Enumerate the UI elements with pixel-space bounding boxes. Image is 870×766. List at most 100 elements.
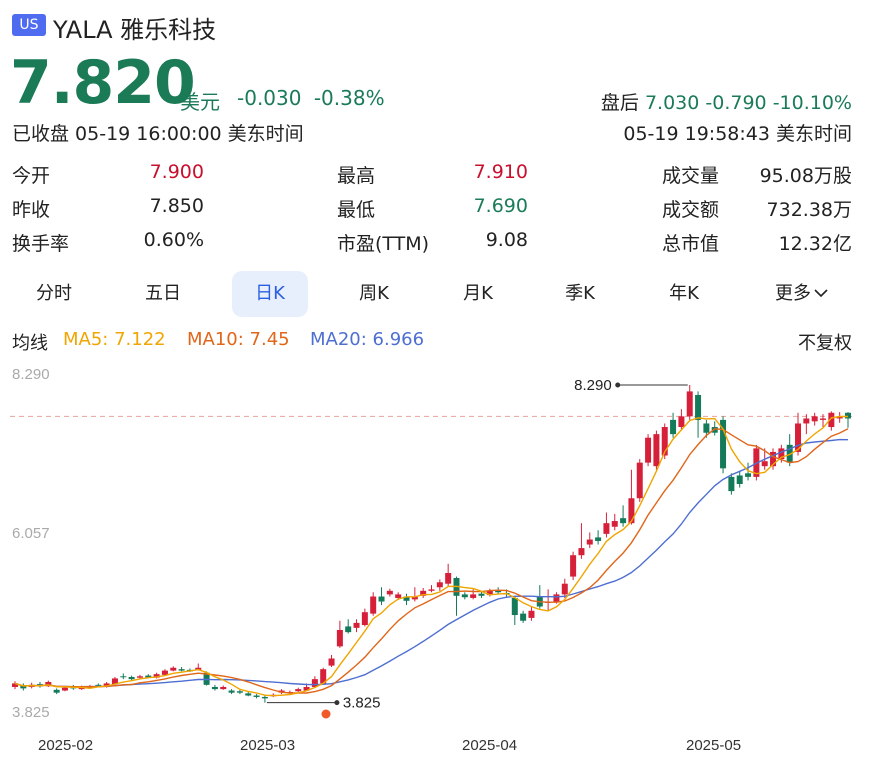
- candle-up[interactable]: [328, 658, 335, 666]
- candle-down[interactable]: [95, 684, 102, 686]
- candle-up[interactable]: [320, 669, 327, 684]
- candle-up[interactable]: [811, 416, 818, 422]
- candle-up[interactable]: [820, 418, 827, 420]
- candle-up[interactable]: [603, 523, 610, 534]
- candle-up[interactable]: [645, 437, 652, 463]
- candle-up[interactable]: [170, 667, 177, 671]
- candle-down[interactable]: [845, 412, 851, 419]
- candle-down[interactable]: [620, 518, 627, 524]
- candle-down[interactable]: [695, 394, 702, 420]
- candle-up[interactable]: [628, 498, 635, 524]
- candle-down[interactable]: [378, 596, 385, 602]
- tab-five-day[interactable]: 五日: [145, 283, 181, 304]
- candle-up[interactable]: [678, 416, 685, 428]
- candle-up[interactable]: [803, 418, 810, 424]
- candle-down[interactable]: [20, 685, 27, 689]
- candle-up[interactable]: [561, 583, 568, 595]
- candle-down[interactable]: [253, 695, 260, 697]
- candle-up[interactable]: [795, 423, 802, 452]
- candle-up[interactable]: [778, 448, 785, 460]
- candle-down[interactable]: [120, 676, 127, 678]
- candle-up[interactable]: [411, 596, 418, 600]
- candle-up[interactable]: [45, 681, 52, 687]
- candle-down[interactable]: [178, 669, 185, 671]
- candle-down[interactable]: [720, 419, 727, 469]
- candle-down[interactable]: [728, 476, 735, 492]
- x-axis-label-feb: 2025-02: [38, 737, 93, 754]
- candle-up[interactable]: [611, 521, 618, 527]
- candle-up[interactable]: [528, 610, 535, 618]
- tab-quarterly-k[interactable]: 季K: [565, 283, 595, 304]
- candle-down[interactable]: [261, 696, 268, 699]
- candle-down[interactable]: [245, 693, 252, 696]
- candle-down[interactable]: [745, 473, 752, 477]
- candle-up[interactable]: [470, 594, 477, 598]
- candle-up[interactable]: [61, 687, 68, 691]
- candle-up[interactable]: [445, 573, 452, 584]
- stat-label-low: 最低: [337, 199, 376, 221]
- candle-up[interactable]: [153, 674, 160, 678]
- candle-down[interactable]: [145, 675, 152, 678]
- candle-up[interactable]: [686, 391, 693, 417]
- stat-value-market-cap: 12.32亿: [778, 233, 852, 255]
- candle-up[interactable]: [553, 594, 560, 602]
- candle-down[interactable]: [53, 689, 60, 693]
- kline-chart[interactable]: 8.290 6.057 3.825 8.290 3.825 2025-02 20…: [0, 360, 870, 766]
- adjust-toggle[interactable]: 不复权: [798, 333, 852, 354]
- candle-up[interactable]: [578, 548, 585, 556]
- candle-up[interactable]: [486, 590, 493, 596]
- candle-down[interactable]: [511, 597, 518, 616]
- candle-down[interactable]: [736, 475, 743, 484]
- candle-up[interactable]: [428, 589, 435, 591]
- candle-down[interactable]: [595, 537, 602, 541]
- candle-up[interactable]: [653, 434, 660, 467]
- tab-daily-k[interactable]: 日K: [232, 271, 308, 317]
- candle-down[interactable]: [345, 626, 352, 633]
- tab-more[interactable]: 更多: [758, 271, 842, 317]
- candle-up[interactable]: [761, 461, 768, 467]
- candle-up[interactable]: [103, 683, 110, 687]
- tab-intraday[interactable]: 分时: [36, 283, 72, 304]
- candle-down[interactable]: [403, 596, 410, 601]
- candle-down[interactable]: [495, 590, 502, 593]
- candle-up[interactable]: [361, 612, 368, 626]
- candle-down[interactable]: [478, 593, 485, 596]
- candle-down[interactable]: [520, 613, 527, 621]
- candle-down[interactable]: [228, 690, 235, 693]
- candle-up[interactable]: [353, 622, 360, 628]
- candle-down[interactable]: [236, 691, 243, 693]
- tab-weekly-k[interactable]: 周K: [359, 283, 389, 304]
- candle-up[interactable]: [395, 594, 402, 598]
- candle-down[interactable]: [703, 423, 710, 433]
- candle-up[interactable]: [303, 686, 310, 691]
- candle-down[interactable]: [128, 677, 135, 680]
- candle-up[interactable]: [136, 676, 143, 678]
- candle-up[interactable]: [195, 667, 202, 670]
- tab-monthly-k[interactable]: 月K: [463, 283, 493, 304]
- candle-down[interactable]: [670, 419, 677, 435]
- candle-up[interactable]: [828, 412, 835, 428]
- candle-down[interactable]: [461, 594, 468, 598]
- candle-down[interactable]: [211, 686, 218, 690]
- candle-up[interactable]: [636, 462, 643, 499]
- candle-up[interactable]: [111, 678, 118, 685]
- candle-up[interactable]: [370, 596, 377, 614]
- candle-up[interactable]: [12, 683, 18, 687]
- candle-up[interactable]: [420, 590, 427, 596]
- candle-up[interactable]: [570, 555, 577, 577]
- candle-up[interactable]: [220, 686, 227, 690]
- candle-up[interactable]: [161, 670, 168, 675]
- candle-up[interactable]: [311, 679, 318, 687]
- candle-up[interactable]: [436, 582, 443, 588]
- candle-up[interactable]: [770, 451, 777, 467]
- tab-yearly-k[interactable]: 年K: [669, 283, 699, 304]
- candle-up[interactable]: [661, 427, 668, 456]
- candle-up[interactable]: [295, 689, 302, 692]
- candle-up[interactable]: [586, 539, 593, 545]
- candle-down[interactable]: [711, 427, 718, 433]
- candle-up[interactable]: [386, 590, 393, 595]
- candle-up[interactable]: [836, 416, 843, 419]
- event-marker-dot[interactable]: [321, 709, 331, 719]
- candle-up[interactable]: [336, 629, 343, 647]
- period-tabs: 分时 五日 日K 周K 月K 季K 年K 更多: [0, 271, 870, 317]
